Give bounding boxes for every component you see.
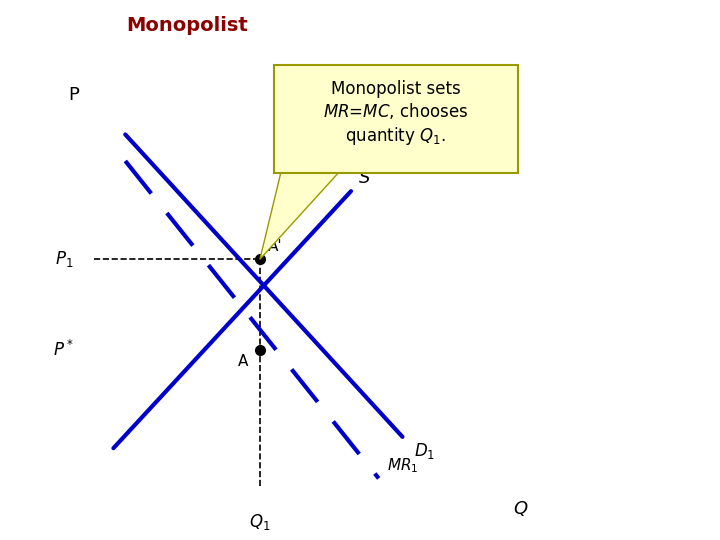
- Text: S: S: [359, 170, 370, 187]
- Text: Monopolist sets
$MR$=$MC$, chooses
quantity $Q_1$.: Monopolist sets $MR$=$MC$, chooses quant…: [323, 80, 469, 146]
- Text: $P^*$: $P^*$: [53, 340, 74, 360]
- Text: $MR_1$: $MR_1$: [387, 456, 418, 475]
- Text: P: P: [68, 86, 79, 104]
- Text: A': A': [268, 239, 282, 254]
- Text: A: A: [238, 354, 248, 369]
- Text: Monopolist: Monopolist: [126, 16, 248, 35]
- Text: Figure 9a: Figure 9a: [30, 19, 104, 32]
- Text: $P_1$: $P_1$: [55, 249, 74, 269]
- Text: $D_1$: $D_1$: [415, 441, 436, 461]
- Text: Q: Q: [513, 500, 528, 518]
- Text: $Q_1$: $Q_1$: [249, 512, 271, 532]
